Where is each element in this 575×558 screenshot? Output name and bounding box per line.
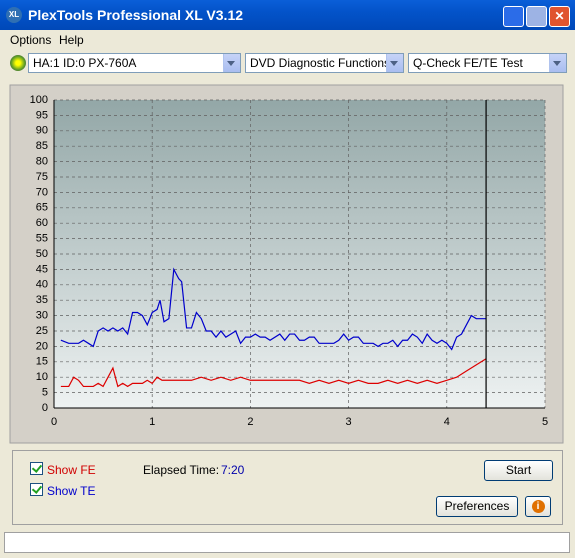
x-tick-label: 3 [346, 416, 352, 428]
test-text: Q-Check FE/TE Test [413, 56, 523, 70]
y-tick-label: 10 [36, 371, 48, 383]
drive-icon [10, 55, 26, 71]
maximize-button[interactable] [526, 6, 547, 27]
y-tick-label: 20 [36, 340, 48, 352]
y-tick-label: 75 [36, 171, 48, 183]
title-bar: XL PlexTools Professional XL V3.12 ✕ [0, 0, 575, 30]
y-tick-label: 0 [42, 402, 48, 414]
info-button[interactable]: i [525, 496, 551, 517]
drive-select[interactable]: HA:1 ID:0 PX-760A [28, 53, 241, 73]
y-tick-label: 5 [42, 387, 48, 399]
y-tick-label: 40 [36, 279, 48, 291]
y-tick-label: 85 [36, 140, 48, 152]
test-select[interactable]: Q-Check FE/TE Test [408, 53, 567, 73]
app-icon: XL [6, 7, 22, 23]
close-button[interactable]: ✕ [549, 6, 570, 27]
y-tick-label: 25 [36, 325, 48, 337]
show-fe-label[interactable]: Show FE [47, 463, 96, 477]
x-tick-label: 4 [444, 416, 450, 428]
minimize-button[interactable] [503, 6, 524, 27]
x-tick-label: 2 [247, 416, 253, 428]
function-select[interactable]: DVD Diagnostic Functions [245, 53, 404, 73]
y-tick-label: 70 [36, 186, 48, 198]
function-text: DVD Diagnostic Functions [250, 56, 391, 70]
series-line [60, 358, 487, 388]
y-tick-label: 90 [36, 125, 48, 137]
y-tick-label: 50 [36, 248, 48, 260]
y-tick-label: 35 [36, 294, 48, 306]
start-button[interactable]: Start [484, 460, 553, 481]
menu-options[interactable]: Options [10, 33, 52, 47]
elapsed-value: 7:20 [221, 463, 245, 477]
y-tick-label: 60 [36, 217, 48, 229]
y-tick-label: 80 [36, 156, 48, 168]
status-bar [4, 532, 570, 553]
preferences-button[interactable]: Preferences [436, 496, 518, 517]
x-tick-label: 1 [149, 416, 155, 428]
y-tick-label: 30 [36, 310, 48, 322]
window-title: PlexTools Professional XL V3.12 [28, 7, 244, 23]
y-tick-label: 15 [36, 356, 48, 368]
x-tick-label: 5 [542, 416, 548, 428]
y-tick-label: 45 [36, 263, 48, 275]
control-panel [12, 450, 563, 525]
elapsed-label: Elapsed Time: [143, 463, 220, 477]
x-tick-label: 0 [51, 416, 57, 428]
y-tick-label: 100 [30, 94, 48, 106]
series-line [60, 267, 487, 351]
show-te-label[interactable]: Show TE [47, 484, 96, 498]
menu-help[interactable]: Help [59, 33, 84, 47]
show-fe-checkbox[interactable] [30, 462, 43, 475]
y-tick-label: 95 [36, 109, 48, 121]
y-tick-label: 55 [36, 233, 48, 245]
drive-text: HA:1 ID:0 PX-760A [33, 56, 137, 70]
show-te-checkbox[interactable] [30, 483, 43, 496]
y-tick-label: 65 [36, 202, 48, 214]
